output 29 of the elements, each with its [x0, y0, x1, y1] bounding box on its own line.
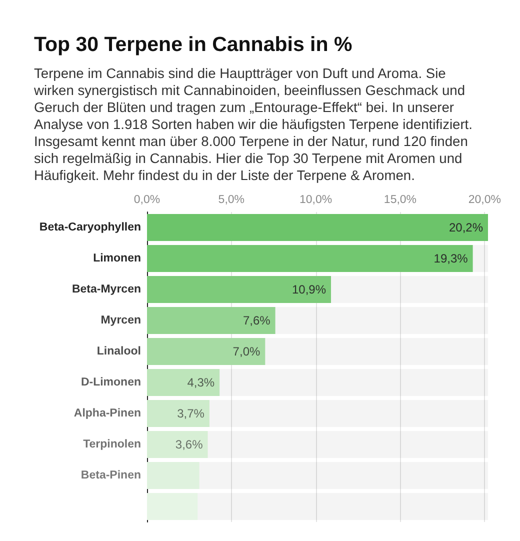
y-tick-label: Terpinolen: [83, 438, 141, 450]
y-tick-label: Beta-Caryophyllen: [39, 222, 141, 234]
y-tick-label: Beta-Myrcen: [72, 284, 141, 296]
y-tick-label: Beta-Pinen: [80, 470, 141, 482]
data-label: 3,6%: [175, 438, 204, 452]
x-tick-label: 0,0%: [134, 194, 160, 206]
chart-title: Top 30 Terpene in Cannabis in %: [34, 32, 352, 58]
x-tick-label: 20,0%: [468, 194, 501, 206]
x-tick-label: 15,0%: [384, 194, 417, 206]
bar: [147, 462, 200, 489]
bar: [147, 400, 210, 427]
data-label: 7,6%: [242, 314, 271, 328]
data-label: 3,7%: [177, 406, 205, 420]
y-tick-label: Myrcen: [100, 314, 141, 326]
data-label: 10,9%: [292, 282, 326, 296]
x-tick-label: 10,0%: [300, 194, 332, 206]
bar: [147, 369, 220, 396]
data-label: 20,2%: [448, 220, 484, 234]
data-label: 4,3%: [187, 376, 215, 390]
y-tick-label: Alpha-Pinen: [74, 408, 141, 420]
bar: [147, 493, 198, 520]
chart-subtitle: Terpene im Cannabis sind die Hauptträger von Duft und Aroma. Sie wirken synergistisch mit Cannabinoiden, beeinflussen Geschmack und Geruch der Blüten und tragen zum „Entourage-Effekt“ bei. In unserer Analyse von 1.918 Sorten haben wir die häufigsten Terpene identifiziert. Insgesamt kennt man über 8.000 Terpene in der Natur, rund 120 finden sich regelmäßig in Cannabis. Hier die Top 30 Terpene mit Aromen und Häufigkeit. Mehr findest du in der Liste der Terpene & Aromen.: [34, 65, 474, 184]
data-label: 19,3%: [434, 252, 468, 266]
y-tick-label: Limonen: [93, 252, 141, 264]
x-tick-label: 5,0%: [218, 194, 245, 206]
y-tick-label: Linalool: [96, 346, 141, 358]
y-tick-label: D-Limonen: [80, 376, 141, 388]
bar: [147, 431, 208, 458]
data-label: 7,0%: [232, 344, 260, 358]
